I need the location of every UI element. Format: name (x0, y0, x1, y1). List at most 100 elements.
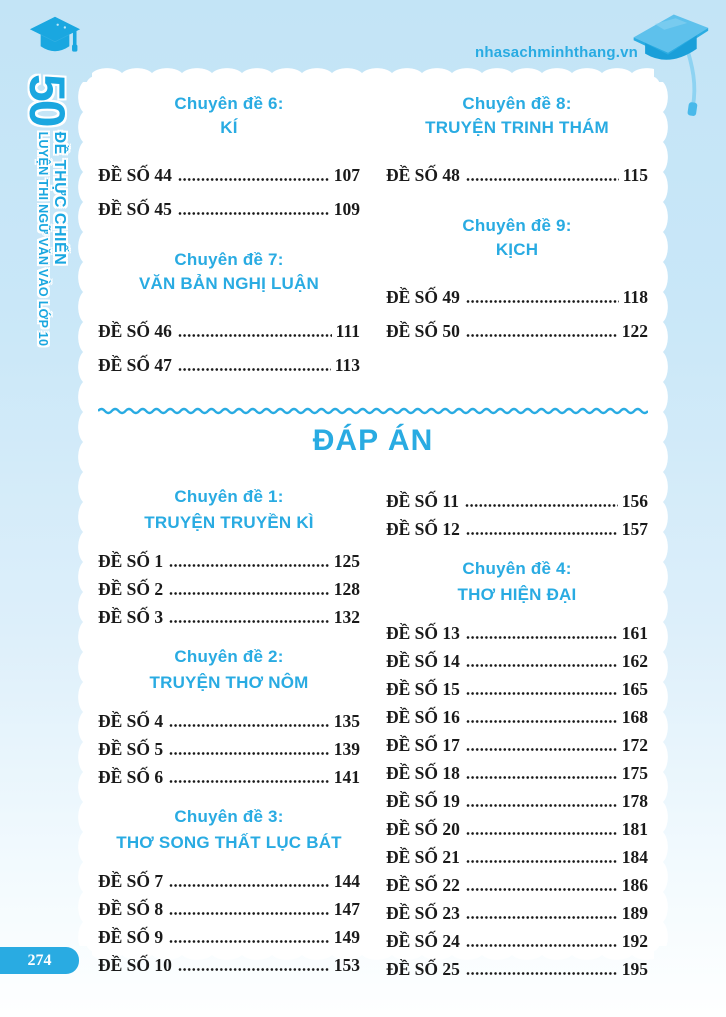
toc-entry: ĐỀ SỐ 14 162 (386, 644, 648, 672)
toc-entry: ĐỀ SỐ 44 107 (98, 152, 360, 186)
toc-entry-page: 192 (621, 931, 648, 951)
toc-entry-label: ĐỀ SỐ 46 (98, 321, 172, 341)
dot-leader (177, 178, 330, 181)
toc-entry-label: ĐỀ SỐ 11 (386, 491, 459, 511)
chapter-heading-title: THƠ HIỆN ĐẠI (457, 585, 577, 604)
toc-entry-label: ĐỀ SỐ 25 (386, 959, 460, 979)
dot-leader (169, 940, 330, 943)
toc-entry-page: 157 (621, 519, 648, 539)
chapter-group: Chuyên đề 9: KỊCH ĐỀ SỐ 49 118 ĐỀ SỐ 50 122 (386, 214, 648, 342)
toc-entry-page: 153 (333, 955, 360, 975)
toc-entry: ĐỀ SỐ 23 189 (386, 896, 648, 924)
graduation-cap-icon (626, 8, 712, 131)
dot-leader (465, 804, 618, 807)
chapter-heading: Chuyên đề 7: VĂN BẢN NGHỊ LUẬN (98, 248, 360, 296)
chapter-heading-title: TRUYỆN TRUYỀN KÌ (144, 513, 314, 532)
toc-entry-label: ĐỀ SỐ 8 (98, 899, 164, 919)
toc-entry: ĐỀ SỐ 1 125 (98, 544, 360, 572)
dot-leader (465, 692, 618, 695)
toc-entry: ĐỀ SỐ 22 186 (386, 868, 648, 896)
toc-entry: ĐỀ SỐ 25 195 (386, 952, 648, 980)
toc-column-right: Chuyên đề 8: TRUYỆN TRINH THÁM ĐỀ SỐ 48 115… (386, 92, 648, 404)
chapter-heading-title: KỊCH (495, 240, 539, 259)
chapter-group: Chuyên đề 7: VĂN BẢN NGHỊ LUẬN ĐỀ SỐ 46 111… (98, 248, 360, 376)
answers-column-right: ĐỀ SỐ 11 156 ĐỀ SỐ 12 157 Chuyên đề 4: THƠ HI… (386, 468, 648, 984)
chapter-heading-title: TRUYỆN TRINH THÁM (425, 118, 609, 137)
toc-entry-label: ĐỀ SỐ 23 (386, 903, 460, 923)
toc-entry-page: 122 (621, 321, 648, 341)
chapter-heading-number: Chuyên đề 2: (174, 647, 284, 666)
page-number-badge: 274 (0, 947, 79, 974)
toc-entry-label: ĐỀ SỐ 16 (386, 707, 460, 727)
toc-entry: ĐỀ SỐ 24 192 (386, 924, 648, 952)
dot-leader (169, 780, 330, 783)
toc-entry-page: 115 (622, 165, 648, 185)
toc-entry-label: ĐỀ SỐ 2 (98, 579, 164, 599)
dot-leader (169, 564, 330, 567)
dot-leader (465, 720, 618, 723)
dot-leader (169, 724, 330, 727)
toc-entry-page: 172 (621, 735, 648, 755)
chapter-group: ĐỀ SỐ 11 156 ĐỀ SỐ 12 157 (386, 484, 648, 540)
toc-entry-page: 113 (334, 355, 360, 375)
dot-leader (465, 944, 618, 947)
dot-leader (465, 832, 618, 835)
toc-entry-label: ĐỀ SỐ 50 (386, 321, 460, 341)
dot-leader (465, 888, 618, 891)
chapter-heading-number: Chuyên đề 9: (462, 216, 572, 235)
dot-leader (177, 368, 331, 371)
dot-leader (169, 752, 330, 755)
toc-entry-page: 181 (621, 819, 648, 839)
toc-entry-label: ĐỀ SỐ 3 (98, 607, 164, 627)
dot-leader (465, 664, 618, 667)
toc-entry-label: ĐỀ SỐ 10 (98, 955, 172, 975)
toc-entry: ĐỀ SỐ 21 184 (386, 840, 648, 868)
toc-entry-page: 109 (333, 199, 360, 219)
answers-section-title: ĐÁP ÁN (312, 424, 434, 457)
toc-entry-label: ĐỀ SỐ 19 (386, 791, 460, 811)
toc-entry-label: ĐỀ SỐ 44 (98, 165, 172, 185)
dot-leader (465, 300, 619, 303)
toc-entry: ĐỀ SỐ 15 165 (386, 672, 648, 700)
chapter-heading: Chuyên đề 2: TRUYỆN THƠ NÔM (98, 644, 360, 696)
toc-entry-label: ĐỀ SỐ 13 (386, 623, 460, 643)
spine-title: ĐỀ THỰC CHIẾN (51, 131, 68, 266)
website-name: nhasachminhthang.vn (475, 44, 638, 61)
chapter-heading-title: TRUYỆN THƠ NÔM (149, 673, 309, 692)
toc-entry-label: ĐỀ SỐ 1 (98, 551, 164, 571)
toc-entry-page: 107 (333, 165, 360, 185)
chapter-heading: Chuyên đề 3: THƠ SONG THẤT LỤC BÁT (98, 804, 360, 856)
chapter-group: Chuyên đề 8: TRUYỆN TRINH THÁM ĐỀ SỐ 48 115 (386, 92, 648, 186)
toc-entry-page: 135 (333, 711, 360, 731)
toc-entry-label: ĐỀ SỐ 17 (386, 735, 460, 755)
dot-leader (177, 334, 332, 337)
toc-entry: ĐỀ SỐ 3 132 (98, 600, 360, 628)
toc-column-left: Chuyên đề 6: KÍ ĐỀ SỐ 44 107 ĐỀ SỐ 45 109 Chuy… (98, 92, 360, 404)
toc-top-section: Chuyên đề 6: KÍ ĐỀ SỐ 44 107 ĐỀ SỐ 45 109 Chuy… (98, 92, 648, 404)
toc-entry: ĐỀ SỐ 10 153 (98, 948, 360, 976)
toc-entry-page: 189 (621, 903, 648, 923)
chapter-heading-number: Chuyên đề 4: (462, 559, 572, 578)
answers-section: Chuyên đề 1: TRUYỆN TRUYỀN KÌ ĐỀ SỐ 1 125 ĐỀ… (98, 468, 648, 984)
toc-entry: ĐỀ SỐ 45 109 (98, 186, 360, 220)
dot-leader (177, 212, 330, 215)
toc-entry-page: 149 (333, 927, 360, 947)
toc-entry-page: 178 (621, 791, 648, 811)
toc-entry: ĐỀ SỐ 12 157 (386, 512, 648, 540)
toc-entry: ĐỀ SỐ 19 178 (386, 784, 648, 812)
toc-entry-page: 128 (333, 579, 360, 599)
toc-entry: ĐỀ SỐ 18 175 (386, 756, 648, 784)
content-panel: Chuyên đề 6: KÍ ĐỀ SỐ 44 107 ĐỀ SỐ 45 109 Chuy… (78, 68, 668, 979)
toc-entry: ĐỀ SỐ 6 141 (98, 760, 360, 788)
dot-leader (465, 916, 618, 919)
chapter-group: Chuyên đề 3: THƠ SONG THẤT LỤC BÁT ĐỀ SỐ 7… (98, 804, 360, 976)
toc-entry: ĐỀ SỐ 9 149 (98, 920, 360, 948)
chapter-group: Chuyên đề 1: TRUYỆN TRUYỀN KÌ ĐỀ SỐ 1 125 ĐỀ… (98, 484, 360, 628)
dot-leader (465, 178, 619, 181)
dot-leader (169, 884, 330, 887)
toc-entry-label: ĐỀ SỐ 4 (98, 711, 164, 731)
dot-leader (169, 592, 330, 595)
answers-column-left: Chuyên đề 1: TRUYỆN TRUYỀN KÌ ĐỀ SỐ 1 125 ĐỀ… (98, 468, 360, 984)
toc-entry-page: 144 (333, 871, 360, 891)
toc-entry: ĐỀ SỐ 48 115 (386, 152, 648, 186)
